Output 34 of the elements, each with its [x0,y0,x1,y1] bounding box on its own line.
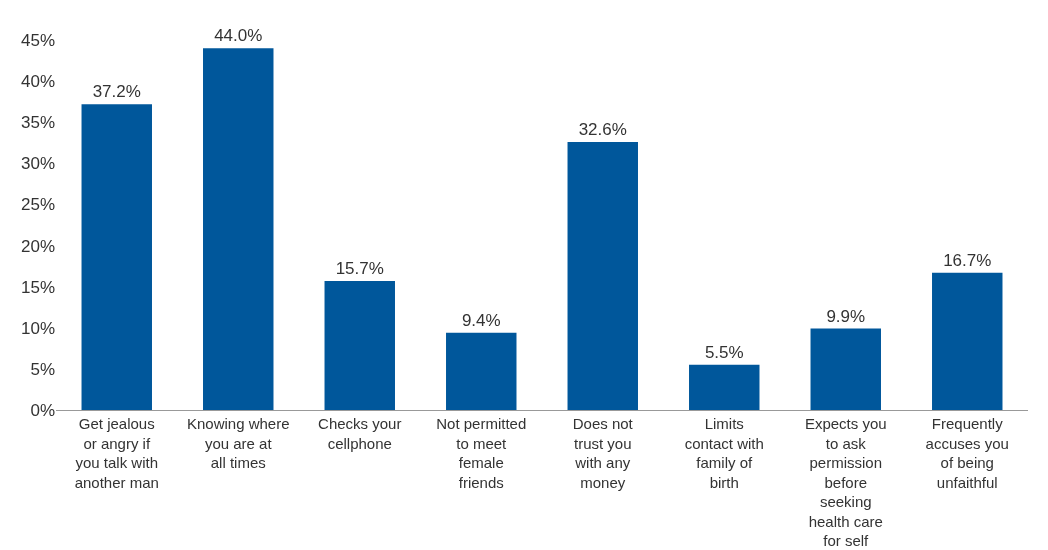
data-label: 32.6% [578,119,627,139]
y-tick-label: 15% [20,277,55,297]
x-tick-label: Does not trust you with any money [572,415,634,491]
y-tick-label: 30% [20,154,55,174]
data-label: 37.2% [92,82,141,102]
y-tick-label: 35% [20,113,55,133]
x-tick-label: Not permitted to meet female friends [436,415,527,491]
y-tick-label: 45% [20,30,55,50]
bar [810,328,881,410]
y-tick-label: 5% [30,359,55,379]
bar [689,364,760,410]
data-label: 9.9% [826,306,866,326]
y-tick-label: 25% [20,195,55,215]
x-tick-label: Get jealous or angry if you talk with another man [74,415,159,491]
data-label: 15.7% [335,258,384,278]
bar [446,332,517,410]
data-label: 44.0% [214,26,263,46]
x-tick-label: Knowing where you are at all times [186,415,290,471]
x-tick-label: Expects you to ask permission before seeking health care for self [804,415,887,549]
bar [203,48,274,410]
x-tick-label: Frequently accuses you of being unfaithful [925,415,1009,491]
data-label: 9.4% [461,310,501,330]
bar [567,141,638,410]
data-label: 16.7% [943,250,992,270]
x-tick-label: Limits contact with family of birth [684,415,764,491]
y-tick-label: 10% [20,318,55,338]
data-label: 5.5% [704,342,744,362]
bar [324,280,395,410]
bar [932,272,1003,410]
y-tick-label: 40% [20,72,55,92]
y-tick-label: 0% [30,400,55,420]
bar [81,104,152,410]
x-tick-label: Checks your cellphone [318,415,402,452]
y-tick-label: 20% [20,236,55,256]
